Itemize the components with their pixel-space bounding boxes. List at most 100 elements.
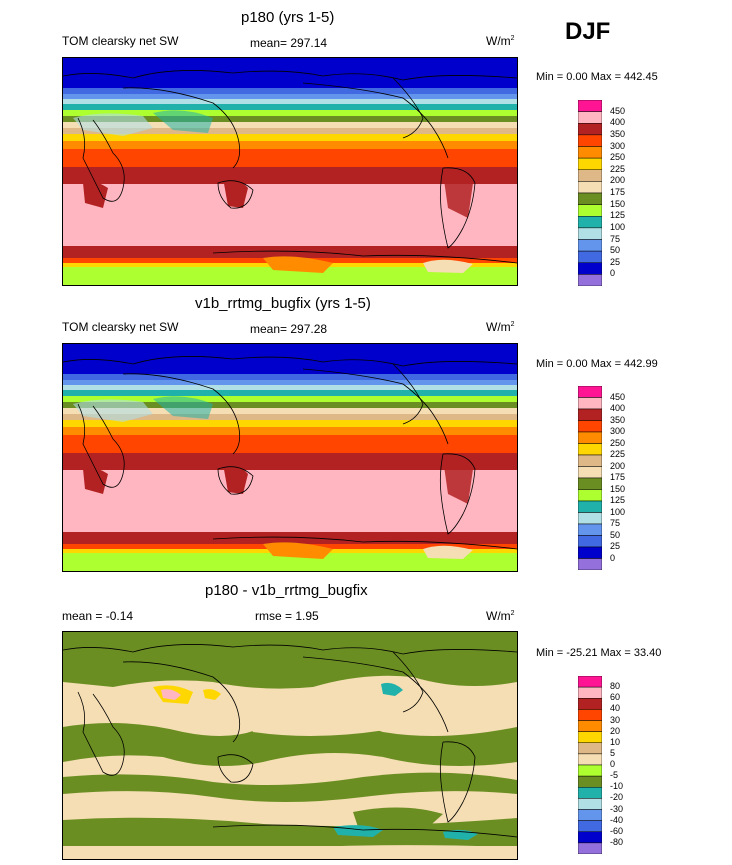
- colorbar-tick-label: 300: [610, 426, 626, 436]
- colorbar-tick-label: -5: [610, 770, 619, 781]
- colorbar-tick-label: 225: [610, 449, 626, 459]
- colorbar-tick-label: 50: [610, 245, 621, 256]
- colorbar-swatch: [577, 698, 603, 710]
- panel2-map: [62, 343, 518, 572]
- panel1-colorbar: [577, 99, 603, 291]
- colorbar-tick-label: -80: [610, 836, 624, 847]
- colorbar-tick-label: 150: [610, 198, 626, 209]
- colorbar-swatch: [577, 274, 603, 287]
- colorbar-swatch: [577, 742, 603, 755]
- colorbar-swatch: [577, 477, 603, 490]
- panel3-colorbar: [577, 675, 603, 859]
- colorbar-swatch: [577, 500, 603, 513]
- colorbar-tick-label: 175: [610, 472, 626, 482]
- colorbar-tick-label: 0: [610, 268, 616, 279]
- colorbar-swatch: [577, 134, 603, 147]
- colorbar-swatch: [577, 169, 603, 182]
- colorbar-tick-label: 40: [610, 703, 621, 714]
- colorbar-tick-label: 80: [610, 681, 621, 692]
- colorbar-swatch: [577, 731, 603, 744]
- colorbar-tick-label: 400: [610, 117, 626, 128]
- colorbar-tick-label: -10: [610, 781, 624, 792]
- colorbar-swatch: [577, 686, 603, 699]
- colorbar-swatch: [577, 764, 603, 777]
- colorbar-swatch: [577, 709, 603, 721]
- colorbar-tick-label: 225: [610, 163, 626, 174]
- panel2-colorbar: [577, 385, 603, 575]
- colorbar-swatch: [577, 798, 603, 810]
- colorbar-swatch: [577, 842, 603, 855]
- colorbar-swatch: [577, 123, 603, 136]
- colorbar-swatch: [577, 443, 603, 456]
- colorbar-swatch: [577, 146, 603, 159]
- colorbar-tick-label: 350: [610, 414, 626, 425]
- colorbar-tick-label: 0: [610, 552, 616, 563]
- colorbar-swatch: [577, 775, 603, 788]
- colorbar-swatch: [577, 192, 603, 205]
- colorbar-tick-label: 300: [610, 140, 626, 151]
- panel3-rmse: rmse = 1.95: [255, 609, 319, 623]
- panel2-colorbar-labels: 450 400 350 300 250 225 200 175 150 125 100 75 50 25 0: [610, 386, 650, 570]
- panel2-minmax: Min = 0.00 Max = 442.99: [536, 358, 658, 370]
- panel3-title: p180 - v1b_rrtmg_bugfix: [205, 582, 368, 599]
- colorbar-swatch: [577, 431, 603, 444]
- colorbar-tick-label: 25: [610, 256, 621, 267]
- colorbar-swatch: [577, 512, 603, 525]
- panel1-map: [62, 57, 518, 286]
- panel2-mean: mean= 297.28: [250, 322, 328, 336]
- colorbar-tick-label: 450: [610, 105, 626, 116]
- colorbar-swatch: [577, 227, 603, 240]
- colorbar-tick-label: 5: [610, 747, 616, 758]
- colorbar-tick-label: 30: [610, 714, 621, 725]
- panel3-units: W/m2: [486, 609, 515, 623]
- panel2-units: W/m2: [486, 320, 515, 334]
- colorbar-swatch: [577, 204, 603, 217]
- colorbar-swatch: [577, 523, 603, 536]
- colorbar-swatch: [577, 111, 603, 124]
- colorbar-tick-label: -40: [610, 814, 624, 825]
- colorbar-tick-label: 200: [610, 460, 626, 471]
- colorbar-tick-label: 175: [610, 187, 626, 197]
- colorbar-tick-label: -30: [610, 803, 624, 814]
- colorbar-tick-label: -60: [610, 825, 624, 836]
- colorbar-swatch: [577, 239, 603, 252]
- colorbar-tick-label: 50: [610, 529, 621, 540]
- colorbar-swatch: [577, 385, 603, 398]
- colorbar-tick-label: 250: [610, 437, 626, 448]
- colorbar-tick-label: 0: [610, 759, 616, 769]
- colorbar-swatch: [577, 753, 603, 766]
- colorbar-tick-label: 20: [610, 725, 621, 736]
- panel1-colorbar-labels: 450 400 350 300 250 225 200 175 150 125 100 75 50 25 0: [610, 100, 650, 286]
- colorbar-swatch: [577, 558, 603, 571]
- colorbar-tick-label: 75: [610, 233, 621, 244]
- colorbar-tick-label: -20: [610, 792, 624, 803]
- colorbar-swatch: [577, 216, 603, 229]
- colorbar-swatch: [577, 181, 603, 194]
- colorbar-tick-label: 10: [610, 736, 621, 747]
- panel3-minmax: Min = -25.21 Max = 33.40: [536, 647, 662, 659]
- panel3-mean: mean = -0.14: [62, 609, 134, 623]
- panel1-units: W/m2: [486, 34, 515, 48]
- colorbar-tick-label: 25: [610, 541, 621, 551]
- panel1-minmax: Min = 0.00 Max = 442.45: [536, 71, 658, 83]
- colorbar-swatch: [577, 157, 603, 171]
- panel2-title: v1b_rrtmg_bugfix (yrs 1-5): [195, 295, 371, 312]
- colorbar-tick-label: 200: [610, 175, 626, 186]
- colorbar-swatch: [577, 99, 603, 112]
- colorbar-swatch: [577, 397, 603, 410]
- colorbar-swatch: [577, 546, 603, 559]
- colorbar-swatch: [577, 809, 603, 821]
- colorbar-swatch: [577, 535, 603, 548]
- colorbar-tick-label: 100: [610, 506, 626, 517]
- colorbar-swatch: [577, 250, 603, 264]
- colorbar-swatch: [577, 489, 603, 502]
- colorbar-swatch: [577, 454, 603, 467]
- colorbar-swatch: [577, 720, 603, 732]
- colorbar-tick-label: 450: [610, 391, 626, 402]
- colorbar-swatch: [577, 466, 603, 479]
- panel3-colorbar-labels: 80 60 40 30 20 10 5 0 -5 -10 -20 -30 -40 -60 -80: [610, 676, 650, 854]
- colorbar-swatch: [577, 831, 603, 844]
- colorbar-tick-label: 400: [610, 403, 626, 413]
- colorbar-swatch: [577, 408, 603, 421]
- colorbar-tick-label: 150: [610, 483, 626, 494]
